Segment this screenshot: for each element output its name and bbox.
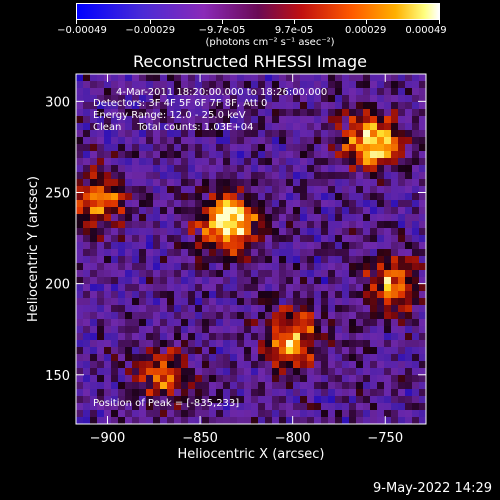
colorbar-tick <box>76 20 77 24</box>
colorbar-tick-label: 9.7e-05 <box>274 25 314 36</box>
x-axis-label: Heliocentric X (arcsec) <box>178 447 325 462</box>
colorbar-tick-label: −0.00049 <box>57 25 107 36</box>
x-tick-label: −900 <box>90 431 126 446</box>
footer-date: 9-May-2022 14:29 <box>373 481 492 496</box>
colorbar-unit: (photons cm⁻² s⁻¹ asec⁻²) <box>205 37 335 48</box>
colorbar-tick <box>294 20 296 24</box>
colorbar-tick <box>365 20 367 24</box>
x-tick-label: −850 <box>182 431 218 446</box>
plot-frame <box>75 73 427 425</box>
annotation-detectors: Detectors: 3F 4F 5F 6F 7F 8F, Att 0 <box>93 98 268 109</box>
colorbar-tick-label: −0.00029 <box>125 25 176 36</box>
y-tick-label: 250 <box>45 186 70 201</box>
annotation-counts: Clean Total counts: 1.03E+04 <box>93 122 254 133</box>
y-axis: 150 200 250 300 <box>45 95 426 384</box>
x-tick-label: −800 <box>275 431 311 446</box>
x-tick-label: −750 <box>367 431 403 446</box>
y-tick-label: 150 <box>45 369 70 384</box>
chart-title: Reconstructed RHESSI Image <box>133 52 367 71</box>
annotation-energy-range: Energy Range: 12.0 - 25.0 keV <box>93 110 246 121</box>
colorbar-tick-label: −9.7e-05 <box>198 25 246 36</box>
x-axis: −900 −850 −800 −750 <box>90 74 403 446</box>
y-axis-label: Heliocentric Y (arcsec) <box>26 176 41 322</box>
annotation-peak-position: Position of Peak = [-835,233] <box>93 398 240 409</box>
y-tick-label: 300 <box>45 95 70 110</box>
colorbar-tick <box>221 20 223 24</box>
colorbar <box>76 3 440 20</box>
annotation-time-range: 4-Mar-2011 18:20:00.000 to 18:26:00.000 <box>116 87 328 98</box>
colorbar-tick-label: 0.00029 <box>345 25 387 36</box>
y-tick-label: 200 <box>45 278 70 293</box>
heatmap-image <box>76 74 426 424</box>
colorbar-tick-label: 0.00049 <box>405 25 447 36</box>
colorbar-tick <box>150 20 152 24</box>
colorbar-tick <box>439 20 440 24</box>
